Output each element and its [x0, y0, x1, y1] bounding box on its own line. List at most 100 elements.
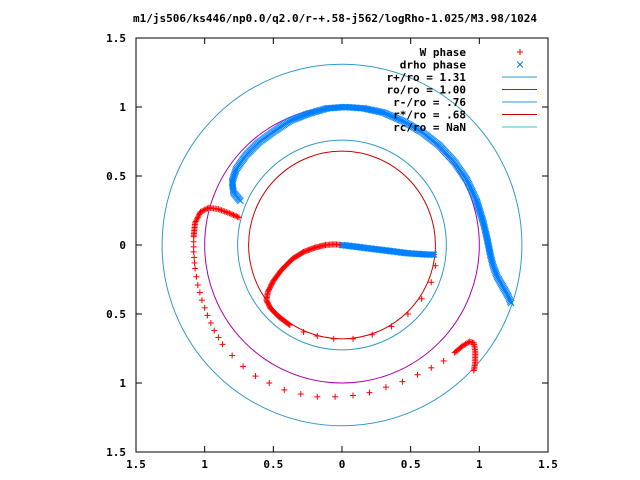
x-tick-label: 1 — [201, 458, 208, 471]
w-phase-point — [191, 259, 198, 266]
legend-label: r*/ro = .68 — [393, 109, 466, 122]
radius-circle — [237, 139, 447, 351]
drho-phase-point — [507, 298, 514, 305]
w-phase-point — [211, 327, 218, 334]
axis-ticks: 1.5 1 0.5 0 0.5 1 1.51.510.500.511.5 — [106, 32, 558, 471]
w-phase-point — [281, 386, 288, 393]
x-tick-label: 0 — [339, 458, 346, 471]
w-phase-point — [234, 213, 241, 220]
w-phase-point — [265, 287, 272, 294]
w-phase-point — [195, 213, 202, 220]
w-phase-point — [194, 214, 201, 221]
w-phase-point — [204, 205, 211, 212]
w-phase-point — [414, 371, 421, 378]
w-phase-point — [198, 297, 205, 304]
w-phase-point — [300, 328, 307, 335]
w-phase-point — [286, 322, 293, 329]
w-phase-point — [432, 262, 439, 269]
w-phase-point — [194, 282, 201, 289]
w-phase-point — [215, 334, 222, 341]
w-phase-point — [428, 364, 435, 371]
w-phase-point — [236, 214, 242, 221]
w-phase-point — [399, 378, 406, 385]
x-tick-label: 0.5 — [263, 458, 283, 471]
w-phase-point — [190, 233, 197, 240]
legend-label: rc/ro = NaN — [393, 121, 466, 134]
w-phase-point — [196, 289, 203, 296]
w-phase-point — [330, 335, 337, 342]
legend-sample-marker — [516, 61, 524, 68]
w-phase-point — [200, 207, 207, 214]
w-phase-point — [369, 331, 376, 338]
w-phase-point — [229, 211, 236, 218]
drho-phase-point — [430, 251, 438, 259]
x-tick-label: 1.5 — [538, 458, 558, 471]
y-tick-label: 0.5 — [106, 308, 126, 321]
x-tick-label: 0.5 — [401, 458, 421, 471]
chart-title: m1/js506/ks446/np0.0/q2.0/r-+.58-j562/lo… — [133, 12, 537, 25]
legend-label: drho phase — [400, 59, 467, 72]
w-phase-point — [201, 206, 208, 213]
w-phase-point — [252, 373, 259, 380]
data-points — [190, 103, 515, 400]
w-phase-point — [404, 311, 411, 317]
w-phase-point — [266, 380, 273, 386]
radius-circle — [248, 150, 436, 340]
w-phase-point — [349, 392, 356, 399]
y-tick-label: 1.5 — [106, 446, 126, 459]
w-phase-point — [314, 333, 321, 340]
w-phase-point — [207, 319, 214, 326]
w-phase-point — [227, 210, 234, 217]
drho-phase-point — [429, 251, 436, 259]
x-tick-label: 1 — [476, 458, 483, 471]
w-phase-point — [314, 393, 321, 400]
drho-phase-point — [427, 251, 435, 259]
w-phase-point — [388, 323, 395, 330]
w-phase-point — [190, 243, 197, 250]
w-phase-point — [470, 367, 477, 374]
w-phase-point — [190, 248, 197, 255]
y-tick-label: 0 — [119, 239, 126, 252]
w-phase-point — [285, 321, 292, 328]
x-tick-label: 1.5 — [126, 458, 146, 471]
legend-label: r+/ro = 1.31 — [387, 71, 467, 84]
w-phase-point — [205, 204, 212, 211]
w-phase-point — [349, 335, 356, 342]
w-phase-point — [196, 210, 203, 217]
y-tick-label: 1.5 — [106, 32, 126, 45]
w-phase-point — [418, 295, 425, 302]
w-phase-point — [233, 213, 240, 220]
w-phase-point — [428, 279, 435, 286]
y-tick-label: 1 — [119, 377, 126, 390]
w-phase-point — [192, 265, 199, 272]
w-phase-point — [190, 238, 197, 245]
w-phase-point — [204, 312, 211, 319]
w-phase-point — [382, 384, 389, 391]
w-phase-point — [219, 341, 226, 348]
w-phase-point — [229, 352, 236, 359]
w-phase-point — [203, 206, 210, 213]
drho-phase-point — [507, 299, 515, 307]
legend-sample-marker — [517, 49, 523, 55]
w-phase-point — [366, 389, 373, 396]
legend-label: W phase — [420, 46, 467, 59]
y-tick-label: 1 — [119, 101, 126, 114]
w-phase-point — [196, 211, 203, 218]
w-phase-point — [191, 254, 198, 261]
legend-label: r-/ro = .76 — [393, 96, 466, 109]
w-phase-point — [230, 212, 237, 219]
y-tick-label: 0.5 — [106, 170, 126, 183]
w-phase-point — [201, 304, 208, 311]
w-phase-point — [231, 212, 238, 219]
w-phase-point — [192, 218, 199, 225]
w-phase-point — [194, 215, 201, 222]
w-phase-point — [440, 357, 447, 364]
w-phase-point — [332, 393, 339, 400]
legend-label: ro/ro = 1.00 — [387, 84, 466, 97]
w-phase-point — [197, 208, 204, 215]
w-phase-point — [240, 363, 247, 370]
w-phase-point — [193, 217, 200, 224]
w-phase-point — [297, 391, 304, 398]
radius-circle — [161, 63, 523, 427]
